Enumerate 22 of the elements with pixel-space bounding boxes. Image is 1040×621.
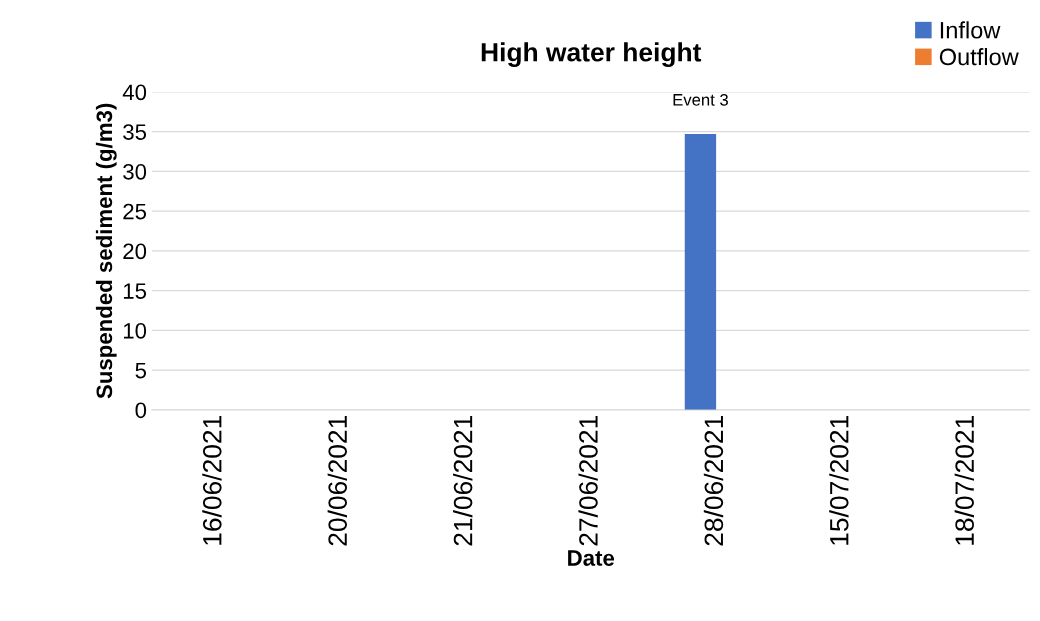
y-tick-label: 5 bbox=[135, 362, 147, 379]
x-tick-label: 28/06/2021 bbox=[703, 416, 724, 546]
legend-label: Outflow bbox=[939, 47, 1019, 66]
y-tick-label: 15 bbox=[123, 283, 147, 299]
x-tick-label: 20/06/2021 bbox=[327, 416, 348, 546]
y-tick-label: 40 bbox=[122, 84, 147, 101]
chart-title: High water height bbox=[481, 42, 702, 67]
x-tick-label: 18/07/2021 bbox=[954, 416, 974, 545]
x-tick-label: 15/07/2021 bbox=[829, 416, 849, 545]
y-tick-label: 35 bbox=[123, 124, 147, 140]
y-tick-label: 20 bbox=[123, 243, 147, 260]
annotation: Event 3 bbox=[673, 93, 728, 106]
x-tick-label: 16/06/2021 bbox=[202, 416, 222, 545]
x-axis-title: Date bbox=[568, 550, 615, 566]
y-axis-title: Suspended sediment (g/m3) bbox=[95, 103, 117, 399]
y-tick-label: 0 bbox=[135, 402, 147, 419]
legend-label: Inflow bbox=[940, 21, 1001, 39]
y-tick-label: 30 bbox=[123, 163, 147, 180]
y-tick-label: 25 bbox=[123, 203, 147, 220]
x-tick-label: 21/06/2021 bbox=[453, 416, 473, 546]
y-tick-label: 10 bbox=[123, 322, 147, 339]
x-tick-label: 27/06/2021 bbox=[578, 416, 598, 546]
